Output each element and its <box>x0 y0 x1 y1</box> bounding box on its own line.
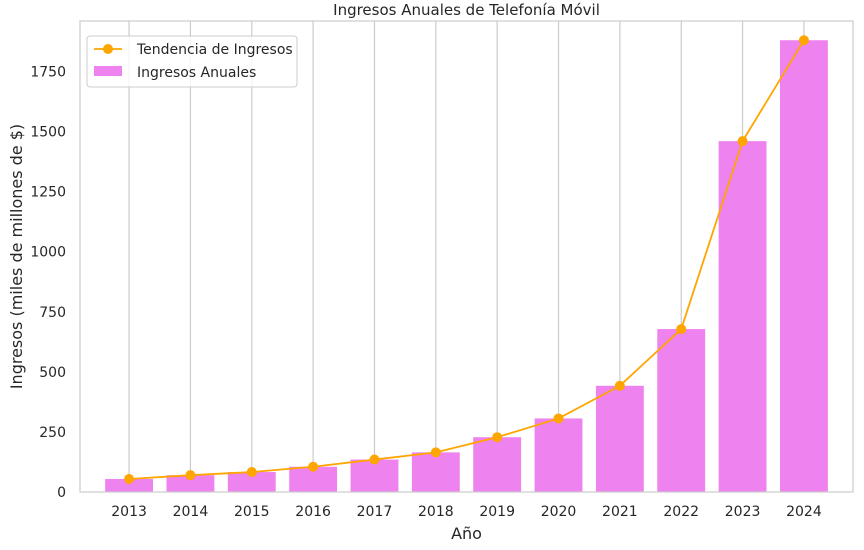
bar-2014 <box>166 475 215 492</box>
y-axis-label: Ingresos (miles de millones de $) <box>7 124 26 389</box>
x-axis-label: Año <box>451 524 482 543</box>
trend-line-series <box>124 35 809 485</box>
x-tick-label-2015: 2015 <box>234 504 270 520</box>
trend-point-2015 <box>246 467 257 478</box>
trend-point-2021 <box>614 380 625 391</box>
trend-point-2018 <box>430 447 441 458</box>
bar-2020 <box>534 418 583 492</box>
legend: Tendencia de Ingresos Ingresos Anuales <box>86 35 298 88</box>
trend-point-2024 <box>798 35 809 46</box>
legend-bar-swatch <box>94 66 122 76</box>
y-tick-label-750: 750 <box>39 305 66 321</box>
x-tick-label-2023: 2023 <box>725 504 761 520</box>
x-tick-label-2020: 2020 <box>541 504 577 520</box>
trend-point-2020 <box>553 413 564 424</box>
bar-2019 <box>473 437 522 492</box>
y-tick-label-1000: 1000 <box>30 245 66 261</box>
bar-2021 <box>595 385 644 492</box>
y-axis-ticks: 0 250 500 750 1000 1250 1500 1750 <box>30 64 66 501</box>
legend-label-bars: Ingresos Anuales <box>137 65 256 81</box>
y-tick-label-500: 500 <box>39 365 66 381</box>
bar-2018 <box>411 452 460 492</box>
bar-2013 <box>105 479 154 492</box>
legend-label-trend: Tendencia de Ingresos <box>136 42 293 58</box>
x-tick-label-2017: 2017 <box>357 504 393 520</box>
trend-point-2014 <box>185 470 196 481</box>
trend-point-2022 <box>676 324 687 335</box>
y-tick-label-250: 250 <box>39 425 66 441</box>
x-tick-label-2018: 2018 <box>418 504 454 520</box>
trend-point-2023 <box>737 136 748 147</box>
trend-point-2013 <box>124 474 135 485</box>
trend-line <box>129 39 805 480</box>
x-tick-label-2013: 2013 <box>111 504 147 520</box>
y-tick-label-0: 0 <box>57 485 66 501</box>
bar-2022 <box>657 329 706 492</box>
y-tick-label-1750: 1750 <box>30 64 66 80</box>
legend-marker-swatch <box>103 44 113 54</box>
x-tick-label-2014: 2014 <box>173 504 209 520</box>
x-tick-label-2022: 2022 <box>663 504 699 520</box>
x-tick-label-2024: 2024 <box>786 504 822 520</box>
bar-series <box>105 40 828 493</box>
x-tick-label-2021: 2021 <box>602 504 638 520</box>
bar-2023 <box>718 141 767 492</box>
trend-point-2019 <box>492 432 503 443</box>
bar-2015 <box>227 472 276 492</box>
trend-point-2017 <box>369 454 380 465</box>
legend-box <box>86 35 298 88</box>
plot-frame <box>79 20 854 493</box>
x-axis-ticks: 2013 2014 2015 2016 2017 2018 2019 2020 2021 2022… <box>111 504 822 520</box>
x-tick-label-2016: 2016 <box>295 504 331 520</box>
y-tick-label-1500: 1500 <box>30 125 66 141</box>
bar-2017 <box>350 459 399 492</box>
x-tick-label-2019: 2019 <box>479 504 515 520</box>
trend-point-2016 <box>308 461 319 472</box>
bar-2024 <box>779 40 828 493</box>
chart-title: Ingresos Anuales de Telefonía Móvil <box>333 1 600 19</box>
y-tick-label-1250: 1250 <box>30 185 66 201</box>
